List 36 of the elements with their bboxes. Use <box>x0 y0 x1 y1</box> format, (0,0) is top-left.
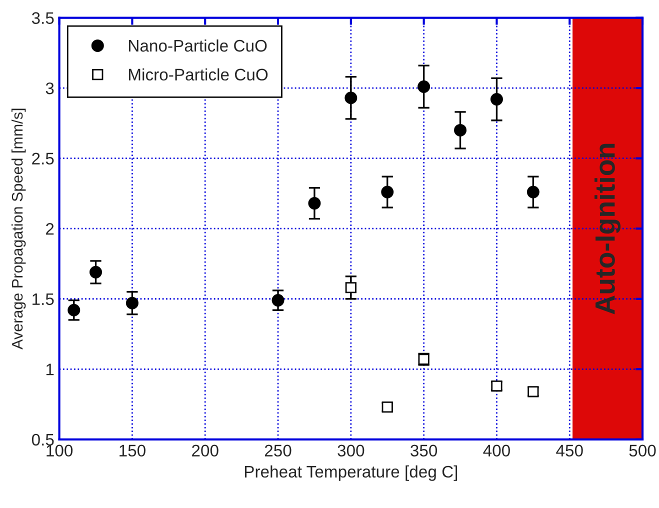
x-tick-label: 200 <box>192 444 218 457</box>
point <box>526 186 540 198</box>
band-label: Auto-Ignition <box>594 144 621 314</box>
y-tick-label: 1 <box>46 364 54 376</box>
point <box>381 186 394 198</box>
legend-label: Nano-Particle CuO <box>129 39 267 52</box>
point <box>345 282 356 294</box>
y-tick-label: 2 <box>46 223 54 235</box>
y-tick-label: 1.5 <box>32 293 54 306</box>
x-tick-label: 250 <box>264 444 292 457</box>
point <box>68 304 80 316</box>
x-tick-label: 450 <box>556 444 583 457</box>
x-tick-label: 400 <box>483 444 510 457</box>
point <box>344 92 358 104</box>
point <box>308 197 321 210</box>
x-tick-label: 500 <box>629 444 656 457</box>
x-tick-label: 100 <box>46 444 73 457</box>
legend-label: Micro-Particle CuO <box>129 68 268 81</box>
y-axis-title: Average Propagation Speed [mm/s] <box>11 108 26 350</box>
point <box>491 380 502 392</box>
x-tick-label: 300 <box>338 444 364 457</box>
y-tick-label: 3 <box>46 82 54 94</box>
x-axis-title: Preheat Temperature [deg C] <box>244 465 458 481</box>
point <box>272 294 284 307</box>
point <box>528 386 539 398</box>
point <box>454 124 467 136</box>
x-tick-label: 150 <box>120 444 146 457</box>
point <box>126 296 138 310</box>
point <box>490 93 503 106</box>
point <box>382 402 393 413</box>
y-tick-label: 0.5 <box>32 434 54 446</box>
point <box>90 266 102 278</box>
x-tick-label: 350 <box>410 444 438 457</box>
y-tick-label: 2.5 <box>32 152 54 165</box>
point <box>418 80 430 93</box>
y-tick-label: 3.5 <box>32 12 54 24</box>
